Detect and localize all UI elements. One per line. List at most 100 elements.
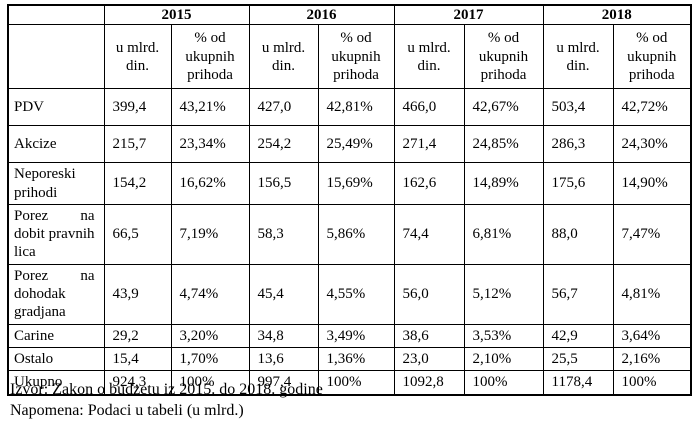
value-cell: 286,3: [542, 125, 614, 164]
row-label: Porez na dobit pravnih lica: [7, 203, 105, 265]
value-cell: 100%: [463, 370, 544, 396]
value-cell: 23,0: [393, 346, 465, 372]
value-cell: 7,19%: [170, 203, 250, 265]
value-cell: 42,81%: [317, 88, 395, 127]
value-cell: 15,69%: [317, 162, 395, 205]
value-cell: 42,9: [542, 323, 614, 348]
percent-subheader-2015: % od ukupnih prihoda: [170, 24, 250, 90]
value-cell: 5,86%: [317, 203, 395, 265]
value-cell: 58,3: [248, 203, 319, 265]
percent-subheader-2017: % od ukupnih prihoda: [463, 24, 544, 90]
table-row: PDV 399,4 43,21% 427,0 42,81% 466,0 42,67% 503,…: [7, 88, 692, 127]
value-cell: 23,34%: [170, 125, 250, 164]
value-cell: 1092,8: [393, 370, 465, 396]
value-cell: 7,47%: [612, 203, 692, 265]
value-cell: 503,4: [542, 88, 614, 127]
value-cell: 24,30%: [612, 125, 692, 164]
value-cell: 45,4: [248, 263, 319, 325]
value-cell: 154,2: [103, 162, 172, 205]
year-header-row: 2015 2016 2017 2018: [7, 4, 692, 26]
value-cell: 88,0: [542, 203, 614, 265]
value-cell: 924,3: [103, 370, 172, 396]
table-body: PDV 399,4 43,21% 427,0 42,81% 466,0 42,67% 503,…: [7, 88, 692, 396]
value-cell: 3,49%: [317, 323, 395, 348]
value-cell: 466,0: [393, 88, 465, 127]
value-cell: 14,89%: [463, 162, 544, 205]
year-header-2017: 2017: [393, 4, 544, 26]
amount-subheader-2015: u mlrd. din.: [103, 24, 172, 90]
percent-subheader-2018: % od ukupnih prihoda: [612, 24, 692, 90]
data-note: Napomena: Podaci u tabeli (u mlrd.): [10, 402, 244, 419]
value-cell: 4,81%: [612, 263, 692, 325]
table-row: Neporeski prihodi 154,2 16,62% 156,5 15,69% 1…: [7, 162, 692, 205]
table-row: Ukupno 924,3 100% 997,4 100% 1092,8 100% 1178,4…: [7, 370, 692, 396]
value-cell: 5,12%: [463, 263, 544, 325]
table-row: Ostalo 15,4 1,70% 13,6 1,36% 23,0 2,10% 25,5 2,1…: [7, 346, 692, 372]
row-label: Neporeski prihodi: [7, 162, 105, 205]
value-cell: 997,4: [248, 370, 319, 396]
row-label: Carine: [7, 323, 105, 348]
amount-subheader-2016: u mlrd. din.: [248, 24, 319, 90]
table-row: Akcize 215,7 23,34% 254,2 25,49% 271,4 24,85% 2…: [7, 125, 692, 164]
source-note: Izvor: Zakon o budzetu iz 2015. do 2018.…: [10, 381, 323, 398]
value-cell: 1,36%: [317, 346, 395, 372]
value-cell: 13,6: [248, 346, 319, 372]
value-cell: 29,2: [103, 323, 172, 348]
row-label: Porez na dohodak gradjana: [7, 263, 105, 325]
value-cell: 66,5: [103, 203, 172, 265]
value-cell: 1,70%: [170, 346, 250, 372]
value-cell: 1178,4: [542, 370, 614, 396]
value-cell: 16,62%: [170, 162, 250, 205]
value-cell: 56,7: [542, 263, 614, 325]
value-cell: 56,0: [393, 263, 465, 325]
amount-subheader-2017: u mlrd. din.: [393, 24, 465, 90]
table-footnotes: Izvor: Zakon o budzetu iz 2015. do 2018.…: [10, 379, 323, 421]
value-cell: 3,64%: [612, 323, 692, 348]
value-cell: 25,5: [542, 346, 614, 372]
value-cell: 175,6: [542, 162, 614, 205]
value-cell: 43,21%: [170, 88, 250, 127]
value-cell: 34,8: [248, 323, 319, 348]
value-cell: 24,85%: [463, 125, 544, 164]
value-cell: 271,4: [393, 125, 465, 164]
row-label: Akcize: [7, 125, 105, 164]
amount-subheader-2018: u mlrd. din.: [542, 24, 614, 90]
percent-subheader-2016: % od ukupnih prihoda: [317, 24, 395, 90]
value-cell: 42,67%: [463, 88, 544, 127]
value-cell: 156,5: [248, 162, 319, 205]
table-row: Carine 29,2 3,20% 34,8 3,49% 38,6 3,53% 42,9 3,6…: [7, 323, 692, 348]
value-cell: 2,10%: [463, 346, 544, 372]
value-cell: 4,74%: [170, 263, 250, 325]
value-cell: 100%: [317, 370, 395, 396]
row-label: PDV: [7, 88, 105, 127]
value-cell: 25,49%: [317, 125, 395, 164]
value-cell: 4,55%: [317, 263, 395, 325]
value-cell: 427,0: [248, 88, 319, 127]
corner-cell-bottom: [7, 24, 105, 90]
table-row: Porez na dobit pravnih lica 66,5 7,19% 58,3…: [7, 203, 692, 265]
value-cell: 3,53%: [463, 323, 544, 348]
value-cell: 6,81%: [463, 203, 544, 265]
value-cell: 162,6: [393, 162, 465, 205]
value-cell: 42,72%: [612, 88, 692, 127]
row-label: Ukupno: [7, 370, 105, 396]
row-label: Ostalo: [7, 346, 105, 372]
value-cell: 38,6: [393, 323, 465, 348]
value-cell: 43,9: [103, 263, 172, 325]
table-row: Porez na dohodak gradjana 43,9 4,74% 45,4 4,…: [7, 263, 692, 325]
value-cell: 3,20%: [170, 323, 250, 348]
value-cell: 14,90%: [612, 162, 692, 205]
subheader-row: u mlrd. din. % od ukupnih prihoda u mlrd…: [7, 24, 692, 90]
value-cell: 215,7: [103, 125, 172, 164]
value-cell: 399,4: [103, 88, 172, 127]
value-cell: 74,4: [393, 203, 465, 265]
value-cell: 100%: [612, 370, 692, 396]
value-cell: 2,16%: [612, 346, 692, 372]
budget-revenue-table: 2015 2016 2017 2018 u mlrd. din. % od uk…: [7, 4, 692, 396]
value-cell: 254,2: [248, 125, 319, 164]
value-cell: 15,4: [103, 346, 172, 372]
year-header-2015: 2015: [103, 4, 250, 26]
year-header-2016: 2016: [248, 4, 395, 26]
year-header-2018: 2018: [542, 4, 692, 26]
